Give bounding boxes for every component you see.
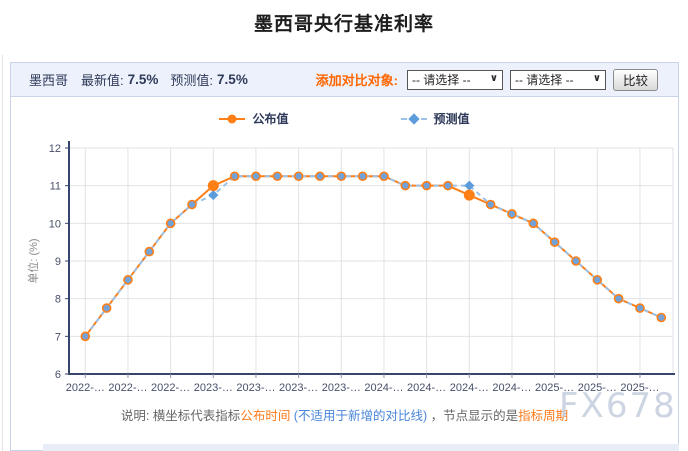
svg-text:2024-…: 2024-… [492,382,531,394]
compare-controls: 添加对比对象: -- 请选择 -- ∨ -- 请选择 -- ∨ 比较 [315,68,658,91]
point-marker [549,237,560,247]
published-line-dot-icon [219,114,246,123]
svg-text:2025-…: 2025-… [578,382,617,394]
latest-label: 最新值: [81,73,124,88]
svg-text:2025-…: 2025-… [620,382,659,394]
svg-text:2023-…: 2023-… [236,382,275,394]
legend-item-published[interactable]: 公布值 [219,110,289,127]
svg-text:2025-…: 2025-… [535,382,574,394]
svg-text:单位: (%): 单位: (%) [26,238,40,283]
forecast-dash-diamond-icon [400,112,427,125]
compare-button[interactable]: 比较 [612,68,658,91]
point-marker [357,171,368,182]
svg-text:2022-…: 2022-… [108,382,147,394]
chart-footnote: 说明: 横坐标代表指标公布时间 (不适用于新增的对比线) ，节点显示的是指标周期 [11,405,678,424]
point-marker [229,171,240,182]
compare-select-2[interactable]: -- 请选择 -- [509,69,606,90]
point-marker [251,171,261,182]
point-marker [293,171,304,182]
point-marker [443,180,453,191]
point-marker [187,199,197,210]
svg-text:11: 11 [50,181,61,193]
svg-text:2022-…: 2022-… [66,382,105,394]
add-compare-label: 添加对比对象: [315,73,398,88]
point-marker [80,331,91,342]
page-title: 墨西哥央行基准利率 [253,14,434,35]
svg-text:2024-…: 2024-… [364,382,403,394]
forecast-line [84,175,662,337]
legend-forecast-label: 预测值 [433,112,470,126]
forecast-label: 预测值: [170,73,214,88]
point-marker [315,171,325,182]
svg-text:6: 6 [55,369,61,381]
forecast-diamond-marker [208,189,219,201]
published-line [84,175,662,337]
point-marker [592,275,603,285]
svg-text:7: 7 [55,331,61,343]
latest-value: 7.5% [127,72,159,87]
compare-select-1-wrap: -- 请选择 -- ∨ [406,69,503,90]
footnote-text-2: ，节点显示的是 [430,409,519,423]
point-marker [507,209,517,219]
point-marker [336,171,347,182]
panel-header: 墨西哥 最新值: 7.5% 预测值: 7.5% 添加对比对象: -- 请选择 -… [11,63,678,97]
footnote-indicator-period: 指标周期 [518,409,569,423]
forecast-value: 7.5% [217,72,248,87]
published-diff-marker [463,189,475,201]
footnote-parenthetical: (不适用于新增的对比线) [290,409,431,423]
point-marker [485,199,496,210]
svg-text:2023-…: 2023-… [279,382,318,394]
point-marker [272,171,283,182]
chart-panel: 墨西哥 最新值: 7.5% 预测值: 7.5% 添加对比对象: -- 请选择 -… [10,62,679,451]
footnote-text: 说明: 横坐标代表指标 [120,409,241,423]
svg-text:10: 10 [49,218,61,230]
svg-text:12: 12 [49,143,61,155]
svg-text:8: 8 [55,294,61,306]
point-marker [101,303,112,313]
page-edge-divider [2,55,3,451]
data-point-markers[interactable] [80,171,667,342]
svg-text:2024-…: 2024-… [450,382,489,394]
compare-select-1[interactable]: -- 请选择 -- [406,69,503,90]
axes [65,141,675,378]
point-marker [528,218,539,229]
chart-legend: 公布值 预测值 [11,110,678,127]
point-marker [613,293,624,304]
stats-bar: 墨西哥 最新值: 7.5% 预测值: 7.5% [29,70,260,89]
point-marker [165,218,176,229]
footnote-publish-time: 公布时间 [240,409,291,423]
svg-text:9: 9 [55,256,61,268]
svg-text:2023-…: 2023-… [322,382,361,394]
point-marker [379,171,389,182]
point-marker [656,312,667,323]
fx678-watermark: FX678 [559,386,677,426]
svg-text:2022-…: 2022-… [151,382,190,394]
next-section-strip [43,444,679,451]
legend-item-forecast[interactable]: 预测值 [400,110,470,127]
svg-text:2023-…: 2023-… [194,382,233,394]
point-marker [571,256,581,266]
compare-select-2-wrap: -- 请选择 -- ∨ [509,69,606,90]
svg-text:2024-…: 2024-… [407,382,446,394]
point-marker [400,180,411,191]
legend-published-label: 公布值 [252,112,289,126]
point-marker [123,275,133,285]
country-label: 墨西哥 [29,73,69,88]
point-marker [635,303,645,313]
point-marker [421,180,432,191]
point-marker [144,246,155,257]
gridlines [69,147,674,374]
published-diff-marker [207,180,219,192]
